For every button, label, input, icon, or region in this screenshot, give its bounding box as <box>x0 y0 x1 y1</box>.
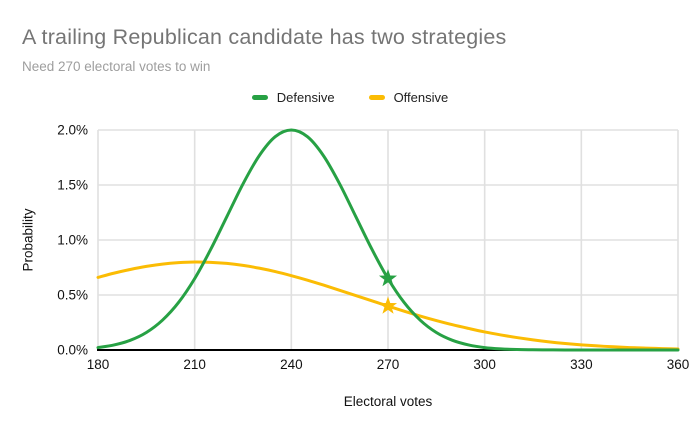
x-axis-title: Electoral votes <box>343 394 433 409</box>
legend: Defensive Offensive <box>0 88 700 106</box>
star-marker-offensive <box>378 296 398 314</box>
y-tick-label: 1.5% <box>57 178 88 193</box>
legend-label-offensive: Offensive <box>393 89 449 105</box>
y-tick-label: 2.0% <box>57 123 88 138</box>
legend-item-offensive[interactable]: Offensive <box>368 89 449 105</box>
chart-subtitle: Need 270 electoral votes to win <box>22 59 211 74</box>
x-tick-label: 240 <box>280 357 303 372</box>
x-tick-label: 360 <box>667 357 690 372</box>
x-tick-label: 330 <box>570 357 593 372</box>
legend-swatch-defensive-icon <box>251 94 268 100</box>
legend-label-defensive: Defensive <box>276 89 335 105</box>
y-tick-label: 0.0% <box>57 343 88 358</box>
y-tick-label: 1.0% <box>57 233 88 248</box>
x-tick-label: 210 <box>183 357 206 372</box>
legend-item-defensive[interactable]: Defensive <box>251 89 335 105</box>
star-marker-defensive <box>378 269 398 287</box>
x-tick-label: 300 <box>473 357 496 372</box>
chart-title: A trailing Republican candidate has two … <box>22 25 507 49</box>
y-tick-label: 0.5% <box>57 288 88 303</box>
x-tick-label: 180 <box>87 357 110 372</box>
x-tick-label: 270 <box>377 357 400 372</box>
legend-swatch-offensive-icon <box>368 94 385 100</box>
